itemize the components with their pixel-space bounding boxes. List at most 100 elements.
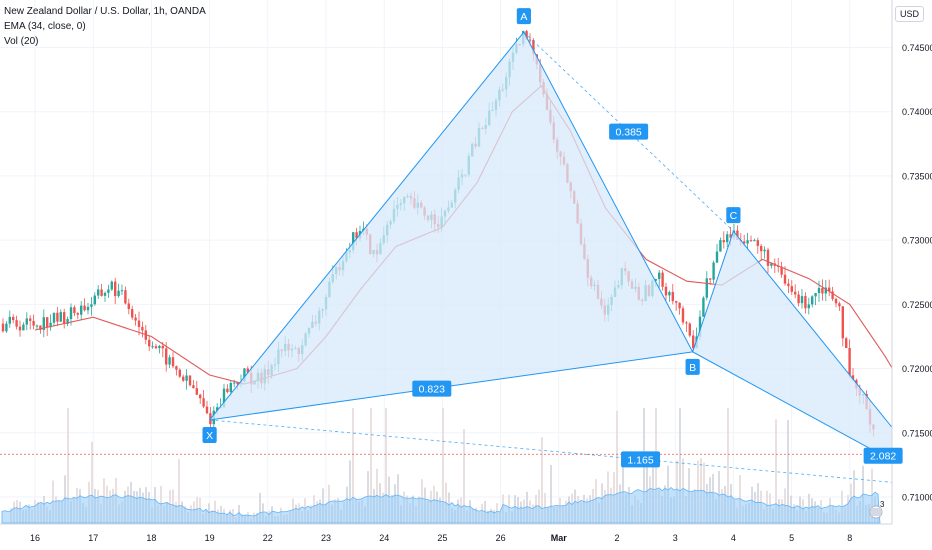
- candle-body: [63, 312, 66, 324]
- time-tick-label: 5: [789, 533, 794, 543]
- candle-body: [838, 303, 841, 307]
- candle-body: [787, 283, 790, 287]
- time-tick-label: 4: [731, 533, 736, 543]
- candle-body: [42, 317, 45, 330]
- badge-bg: [621, 451, 661, 468]
- candle-body: [688, 323, 691, 336]
- time-tick-label: 23: [321, 533, 331, 543]
- time-tick-label: 25: [437, 533, 447, 543]
- candle-body: [749, 240, 753, 242]
- candle-body: [80, 305, 83, 315]
- symbol-title[interactable]: New Zealand Dollar / U.S. Dollar, 1h, OA…: [4, 6, 206, 17]
- candle-body: [685, 322, 688, 324]
- ema-indicator-label[interactable]: EMA (34, close, 0): [4, 21, 86, 32]
- candle-body: [797, 294, 800, 304]
- currency-button[interactable]: USD: [894, 6, 924, 22]
- candle-body: [205, 406, 209, 414]
- candle-body: [168, 357, 171, 365]
- candle-body: [702, 297, 705, 317]
- candle-body: [202, 398, 205, 407]
- candle-body: [246, 368, 249, 373]
- candle-body: [814, 293, 817, 297]
- volume-indicator-label[interactable]: Vol (20): [4, 36, 39, 47]
- price-tick-label: 0.71000: [902, 493, 932, 503]
- candle-body: [97, 289, 100, 296]
- candle-body: [729, 234, 732, 238]
- badge-bg: [516, 8, 531, 25]
- price-tick-label: 0.71500: [902, 428, 932, 438]
- candle-body: [705, 278, 708, 298]
- candle-body: [73, 307, 76, 314]
- candle-body: [746, 240, 749, 244]
- candle-body: [178, 369, 181, 377]
- badge-text: 0.823: [419, 384, 445, 396]
- candle-body: [790, 286, 793, 292]
- badge-bg: [726, 207, 741, 224]
- candle-body: [525, 31, 528, 40]
- candle-body: [158, 345, 161, 349]
- candle-body: [770, 263, 773, 266]
- candle-body: [154, 346, 158, 349]
- candle-body: [131, 309, 134, 318]
- candle-body: [834, 298, 838, 304]
- candle-body: [811, 296, 814, 305]
- candle-body: [722, 240, 725, 243]
- badge-text: 2.082: [870, 451, 896, 463]
- price-axis-bg: [892, 0, 932, 550]
- candle-body: [216, 407, 219, 411]
- point-a-label: A: [516, 8, 531, 25]
- candle-body: [817, 288, 821, 294]
- candle-body: [56, 312, 59, 322]
- candle-body: [528, 39, 532, 41]
- candle-body: [59, 312, 62, 322]
- candle-body: [804, 296, 807, 309]
- price-tick-label: 0.73000: [902, 236, 932, 246]
- time-tick-label: 26: [496, 533, 506, 543]
- volume-ma-area: [1, 486, 881, 524]
- candle-body: [141, 326, 144, 331]
- candle-body: [90, 304, 93, 307]
- badge-bg: [863, 447, 903, 464]
- ratio-line-xd: [209, 419, 932, 487]
- harmonic-triangle-xab: [209, 32, 693, 420]
- candle-body: [15, 320, 18, 327]
- candle-body: [783, 274, 787, 284]
- badge-text: C: [730, 210, 738, 222]
- candle-body: [664, 286, 668, 296]
- candle-body: [243, 368, 246, 382]
- price-tick-label: 0.74000: [902, 107, 932, 117]
- harmonic-triangle-bcd: [692, 231, 932, 483]
- candle-body: [352, 232, 355, 251]
- candle-body: [851, 375, 855, 381]
- events-count: 3: [880, 500, 885, 509]
- price-tick-label: 0.72000: [902, 364, 932, 374]
- candle-body: [49, 322, 52, 328]
- candle-body: [192, 385, 195, 389]
- candle-body: [229, 382, 232, 393]
- candle-body: [107, 289, 110, 293]
- time-tick-label: 2: [614, 533, 619, 543]
- candle-body: [5, 323, 8, 332]
- candle-body: [12, 316, 15, 321]
- badge-text: A: [520, 11, 527, 23]
- time-tick-label: 3: [673, 533, 678, 543]
- candle-body: [845, 338, 848, 349]
- candle-body: [698, 316, 702, 337]
- candle-body: [137, 320, 141, 327]
- ratio-bd-label: 2.082: [863, 447, 903, 464]
- candle-body: [848, 348, 851, 376]
- candle-body: [52, 312, 56, 323]
- candle-body: [22, 324, 25, 331]
- candle-body: [165, 348, 168, 365]
- candle-body: [692, 335, 695, 349]
- ratio-ac-label: 0.385: [609, 123, 649, 140]
- candle-body: [841, 306, 844, 339]
- candle-body: [148, 339, 151, 347]
- candle-body: [760, 245, 763, 252]
- candle-body: [756, 240, 759, 246]
- candle-body: [117, 290, 120, 297]
- point-c-label: C: [726, 207, 741, 224]
- candle-body: [226, 388, 229, 393]
